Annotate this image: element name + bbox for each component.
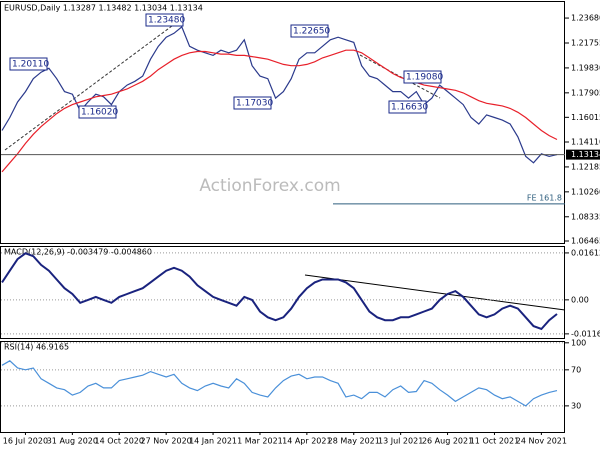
- y-tick-label: 0.00: [571, 295, 589, 304]
- y-tick-label: 1.19830: [571, 63, 600, 72]
- annotation: 1.23480: [148, 16, 185, 26]
- y-tick-label: 70: [571, 365, 581, 374]
- y-tick-label: 1.16015: [571, 113, 600, 122]
- annotation: 1.16020: [81, 108, 118, 118]
- y-tick-label: 100: [571, 338, 586, 347]
- annotation-box: [233, 96, 272, 110]
- x-tick-label: 24 Nov 2021: [516, 437, 567, 446]
- x-tick-label: 14 Jan 2021: [189, 437, 237, 446]
- series-line: [1, 25, 558, 164]
- series-line: [1, 252, 558, 331]
- series-line: [1, 49, 558, 173]
- y-tick-label: -0.011681: [571, 329, 600, 338]
- y-tick-label: 1.21755: [571, 38, 600, 47]
- x-tick-label: 1 Mar 2021: [237, 437, 283, 446]
- y-tick-label: 1.08335: [571, 212, 600, 221]
- annotation: 1.16630: [391, 103, 428, 113]
- annotation-box: [78, 105, 117, 119]
- x-tick-label: 11 Oct 2021: [470, 437, 519, 446]
- rsi-title: RSI(14) 46.9165: [4, 343, 69, 352]
- x-tick-label: 16 Jul 2020: [3, 437, 48, 446]
- series-line: [1, 360, 558, 407]
- x-tick-label: 31 Aug 2020: [47, 437, 98, 446]
- annotation: 1.22650: [293, 27, 330, 37]
- annotation-box: [388, 100, 427, 114]
- macd-title: MACD(12,26,9) -0.003479 -0.004860: [4, 248, 152, 257]
- annotation-box: [9, 57, 48, 71]
- trend-line: [4, 19, 181, 151]
- y-tick-label: 1.10260: [571, 187, 600, 196]
- x-tick-label: 14 Oct 2020: [95, 437, 144, 446]
- y-tick-label: 1.14110: [571, 137, 600, 146]
- x-tick-label: 28 May 2021: [328, 437, 380, 446]
- y-tick-label: 1.06465: [571, 236, 600, 245]
- macd-trend-line: [304, 274, 566, 311]
- y-tick-label: 1.17905: [571, 88, 600, 97]
- chart-title: EURUSD,Daily 1.13287 1.13482 1.13034 1.1…: [4, 4, 203, 13]
- annotation-box: [290, 24, 329, 38]
- annotation-box: [145, 13, 184, 27]
- y-tick-label: 1.12185: [571, 162, 600, 171]
- y-tick-label: 30: [571, 401, 581, 410]
- annotation: 1.20110: [12, 60, 49, 70]
- annotation: 1.17030: [236, 99, 273, 109]
- rsi-panel: [0, 341, 565, 433]
- y-tick-label: 0.016122: [571, 248, 600, 257]
- last-price-label: 1.13134: [571, 150, 600, 159]
- x-tick-label: 13 Jul 2021: [378, 437, 423, 446]
- annotation: 1.19080: [406, 73, 443, 83]
- last-price-box: [566, 149, 600, 160]
- macd-panel: [0, 246, 565, 339]
- y-tick-label: 1.23680: [571, 14, 600, 23]
- fe-label: FE 161.8: [527, 193, 562, 202]
- x-tick-label: 26 Aug 2021: [422, 437, 473, 446]
- watermark: ActionForex.com: [199, 176, 340, 196]
- price-panel: [0, 1, 565, 244]
- annotation-box: [403, 70, 442, 84]
- x-tick-label: 14 Apr 2021: [282, 437, 331, 446]
- x-tick-label: 27 Nov 2020: [141, 437, 192, 446]
